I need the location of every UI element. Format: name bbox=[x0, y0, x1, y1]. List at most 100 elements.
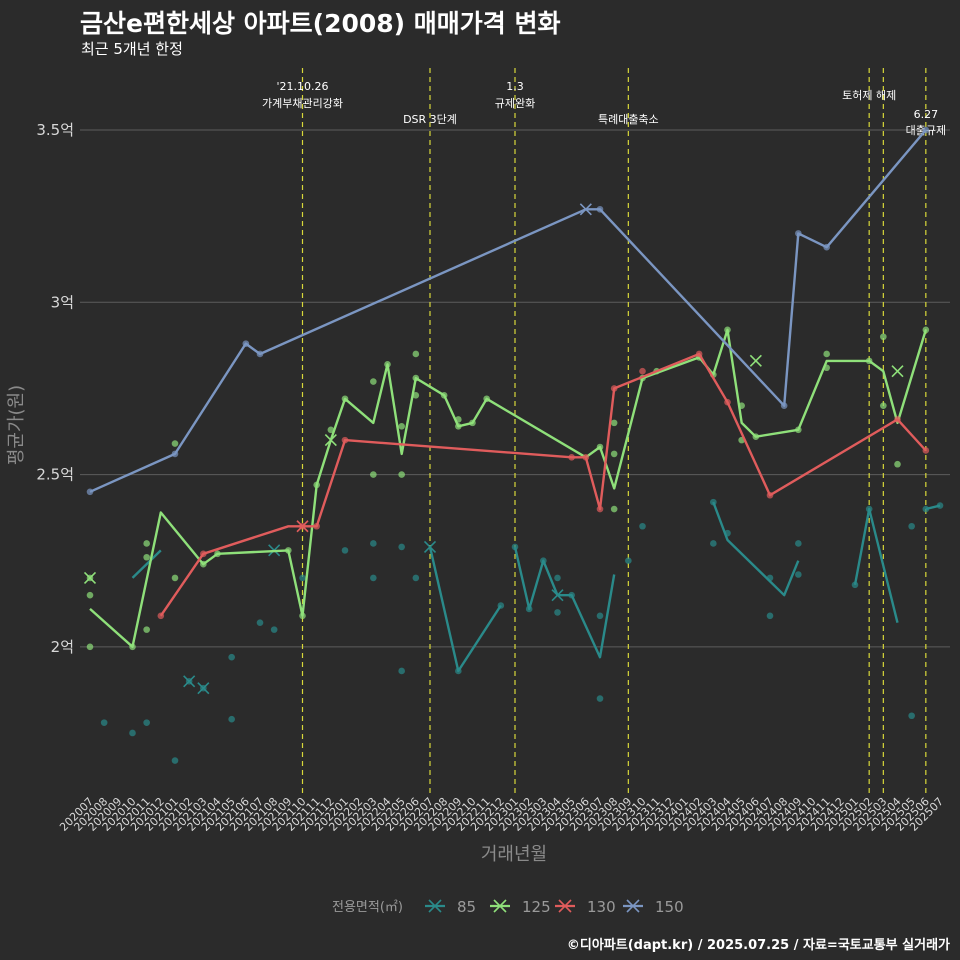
data-point bbox=[639, 522, 646, 530]
data-point bbox=[894, 460, 901, 468]
data-point bbox=[341, 547, 349, 554]
data-point bbox=[766, 491, 774, 499]
data-point bbox=[639, 367, 646, 375]
y-tick-label: 2.5억 bbox=[36, 466, 74, 484]
data-point bbox=[710, 498, 717, 506]
y-axis-ticks: 2억 2.5억 3억 3.5억 bbox=[36, 121, 74, 656]
cross-marker bbox=[891, 365, 904, 378]
data-point bbox=[412, 350, 420, 358]
data-point bbox=[228, 653, 235, 661]
data-point bbox=[313, 481, 320, 489]
data-point bbox=[86, 591, 94, 599]
data-point bbox=[200, 560, 207, 568]
legend-item-125: 125 bbox=[490, 898, 551, 916]
data-point bbox=[143, 719, 150, 726]
data-point bbox=[568, 454, 575, 461]
data-point bbox=[171, 574, 179, 582]
data-point bbox=[370, 574, 377, 582]
cross-stroke bbox=[197, 682, 210, 695]
data-point bbox=[922, 326, 930, 334]
event-label: 특례대출축소 bbox=[598, 113, 659, 126]
data-point bbox=[455, 423, 462, 430]
event-label: 1.3 bbox=[506, 80, 524, 93]
data-point bbox=[370, 471, 377, 478]
data-point bbox=[200, 550, 207, 558]
legend-label: 150 bbox=[655, 898, 684, 916]
data-point bbox=[880, 402, 887, 409]
data-point bbox=[695, 350, 703, 358]
data-point bbox=[865, 357, 873, 365]
x-axis-ticks: 2020072020082020092020102020112020122021… bbox=[57, 795, 946, 834]
cross-marker bbox=[296, 520, 309, 533]
data-point bbox=[766, 612, 774, 620]
data-point bbox=[610, 385, 618, 392]
data-point bbox=[596, 695, 604, 702]
legend-label: 125 bbox=[522, 898, 551, 916]
event-label: 토허제 해제 bbox=[842, 88, 896, 102]
legend: 전용면적(㎡) 85 125 130 150 bbox=[332, 898, 684, 916]
data-point bbox=[341, 395, 349, 403]
cross-stroke bbox=[551, 589, 564, 602]
series-130 bbox=[157, 350, 930, 620]
data-point bbox=[256, 619, 264, 627]
cross-stroke bbox=[83, 571, 97, 584]
data-point bbox=[610, 419, 618, 427]
data-point bbox=[922, 126, 930, 134]
y-tick-label: 3.5억 bbox=[36, 121, 74, 139]
data-point bbox=[398, 471, 405, 478]
data-point bbox=[129, 729, 136, 737]
data-point bbox=[398, 543, 405, 551]
data-point bbox=[511, 543, 519, 551]
data-point bbox=[497, 602, 505, 609]
data-point bbox=[412, 374, 420, 382]
data-point bbox=[908, 712, 915, 720]
data-point bbox=[455, 667, 462, 675]
data-point bbox=[610, 450, 618, 458]
event-label: 규제완화 bbox=[495, 97, 535, 110]
cross-marker bbox=[83, 571, 97, 584]
legend-swatch-cross bbox=[493, 899, 507, 913]
series-layer bbox=[83, 126, 944, 764]
data-point bbox=[440, 392, 448, 399]
data-point bbox=[568, 591, 575, 599]
chart-title: 금산e편한세상 아파트(2008) 매매가격 변화 bbox=[80, 9, 561, 38]
data-point bbox=[483, 395, 490, 403]
data-point bbox=[398, 667, 405, 675]
data-point bbox=[313, 522, 320, 530]
cross-stroke bbox=[891, 365, 904, 378]
data-point bbox=[795, 540, 802, 547]
cross-marker bbox=[324, 434, 337, 447]
data-point bbox=[823, 364, 830, 372]
cross-stroke bbox=[324, 434, 337, 447]
data-point bbox=[299, 574, 306, 582]
cross-marker bbox=[551, 589, 564, 602]
data-point bbox=[880, 333, 887, 341]
data-point bbox=[228, 715, 235, 723]
data-point bbox=[738, 402, 745, 409]
data-point bbox=[370, 540, 377, 547]
series-150 bbox=[86, 126, 930, 496]
cross-stroke bbox=[423, 540, 437, 553]
data-point bbox=[724, 398, 731, 406]
data-point bbox=[922, 505, 930, 513]
series-85 bbox=[100, 498, 944, 764]
data-point bbox=[143, 540, 150, 547]
data-point bbox=[582, 454, 590, 461]
data-point bbox=[469, 419, 476, 427]
data-point bbox=[710, 540, 717, 547]
data-point bbox=[625, 557, 632, 565]
data-point bbox=[285, 547, 292, 554]
data-point bbox=[270, 626, 278, 633]
cross-stroke bbox=[749, 354, 762, 367]
data-point bbox=[256, 350, 264, 358]
data-point bbox=[596, 612, 604, 620]
data-point bbox=[86, 643, 94, 651]
data-point bbox=[795, 230, 802, 237]
data-point bbox=[242, 340, 250, 347]
data-point bbox=[865, 505, 873, 513]
data-point bbox=[129, 643, 136, 651]
cross-stroke bbox=[183, 675, 196, 688]
data-point bbox=[214, 550, 221, 558]
